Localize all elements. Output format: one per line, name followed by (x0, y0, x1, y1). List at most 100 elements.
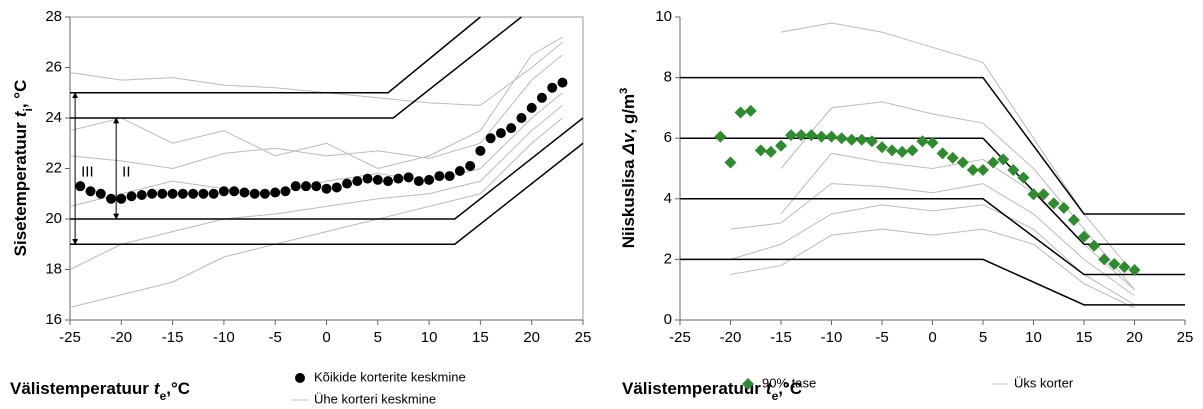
data-point (1057, 201, 1070, 214)
x-tick-label: -25 (59, 329, 81, 346)
y-tick-label: 20 (45, 210, 62, 227)
x-tick-label: -10 (213, 329, 235, 346)
data-point (805, 129, 818, 142)
x-tick-label: -10 (821, 329, 843, 346)
annotation: III (81, 163, 94, 180)
data-point (886, 144, 899, 157)
data-point (906, 144, 919, 157)
x-tick-label: -5 (269, 329, 282, 346)
label-symbol: Δv (619, 132, 638, 155)
apartment-line (69, 36, 563, 170)
annotation: II (122, 163, 130, 180)
data-point (896, 145, 909, 158)
data-point (1128, 264, 1141, 277)
data-point (95, 188, 106, 199)
x-tick-label: 25 (1177, 329, 1194, 346)
data-point (724, 156, 737, 169)
data-point (188, 188, 199, 199)
y-tick-label: 6 (664, 129, 672, 146)
y-tick-label: 10 (655, 8, 672, 25)
data-point (754, 144, 767, 157)
limit-line (70, 142, 584, 245)
axis-title: Välistemperatuur te,°C (622, 379, 802, 403)
x-tick-label: 0 (928, 329, 936, 346)
y-tick-label: 18 (45, 260, 62, 277)
x-tick-label: -20 (720, 329, 742, 346)
legend-text: Ühe korteri keskmine (314, 391, 436, 406)
data-point (249, 188, 260, 199)
data-point (147, 188, 158, 199)
x-tick-label: 0 (322, 329, 330, 346)
axis-title: Niiskuslisa Δv, g/m3 (618, 88, 639, 249)
x-tick-label: -15 (770, 329, 792, 346)
y-tick-label: 8 (664, 69, 672, 86)
data-point (734, 106, 747, 119)
x-tick-label: 5 (979, 329, 987, 346)
apartment-line (69, 104, 563, 270)
data-point (516, 113, 527, 123)
x-tick-label: 15 (1076, 329, 1093, 346)
label-symbol: t (766, 379, 773, 398)
y-tick-label: 4 (664, 190, 672, 207)
data-point (977, 164, 989, 177)
limit-line (680, 76, 1185, 215)
data-point (536, 92, 547, 103)
label-unit: , g/m (619, 94, 638, 134)
data-point (835, 132, 848, 145)
label-sup: 3 (618, 88, 630, 94)
data-point (218, 186, 229, 197)
data-point (1027, 188, 1040, 201)
data-point (229, 186, 240, 197)
data-point (1047, 197, 1060, 210)
chart-panel: -25 -20 -15 -10 -5 0 5 10 15 20 25 16 18 20 22 24 26 28 Si… (10, 8, 591, 406)
data-point (714, 130, 727, 143)
label-sub: i (21, 108, 35, 111)
y-tick-label: 16 (45, 311, 62, 328)
data-point (987, 156, 1000, 169)
data-point (208, 188, 219, 199)
limit-line (70, 16, 481, 94)
data-point (1078, 230, 1090, 243)
label-unit: ,°C (166, 379, 190, 398)
data-point (956, 156, 969, 169)
label-symbol: t (154, 379, 161, 398)
data-point (775, 139, 787, 152)
data-point (547, 82, 558, 93)
data-point (444, 171, 455, 182)
label-text: Sisetemperatuur (11, 122, 30, 257)
data-point (290, 181, 301, 192)
data-point (916, 135, 929, 148)
data-point (1118, 260, 1131, 273)
apartment-line (730, 204, 1135, 306)
label-sub: e (160, 389, 167, 403)
data-point (966, 164, 979, 177)
data-point (557, 77, 568, 88)
data-point (495, 128, 506, 139)
data-point (311, 181, 322, 192)
data-point (1017, 171, 1030, 184)
y-tick-label: 2 (664, 250, 672, 267)
x-tick-label: -25 (669, 329, 691, 346)
x-tick-label: 20 (1126, 329, 1143, 346)
legend-text: Üks korter (1014, 375, 1074, 390)
apartment-line (780, 22, 1135, 275)
x-tick-label: 5 (374, 329, 382, 346)
axis-title: Välistemperatuur te,°C (10, 379, 190, 403)
data-point (362, 173, 373, 184)
x-tick-label: -5 (875, 329, 888, 346)
data-point (352, 176, 363, 187)
data-point (239, 187, 250, 198)
legend-text: 90% tase (762, 375, 816, 390)
data-point (475, 145, 486, 156)
data-point (342, 178, 353, 189)
data-point (845, 133, 858, 146)
apartment-line (780, 152, 1135, 291)
legend-text: Kõikide korterite keskmine (314, 369, 466, 384)
x-tick-label: -20 (110, 329, 132, 346)
data-point (785, 129, 798, 142)
data-point (321, 183, 332, 194)
data-point (116, 193, 127, 204)
label-text: Niiskuslisa (619, 159, 638, 248)
data-point (434, 171, 445, 182)
data-point (744, 104, 757, 117)
